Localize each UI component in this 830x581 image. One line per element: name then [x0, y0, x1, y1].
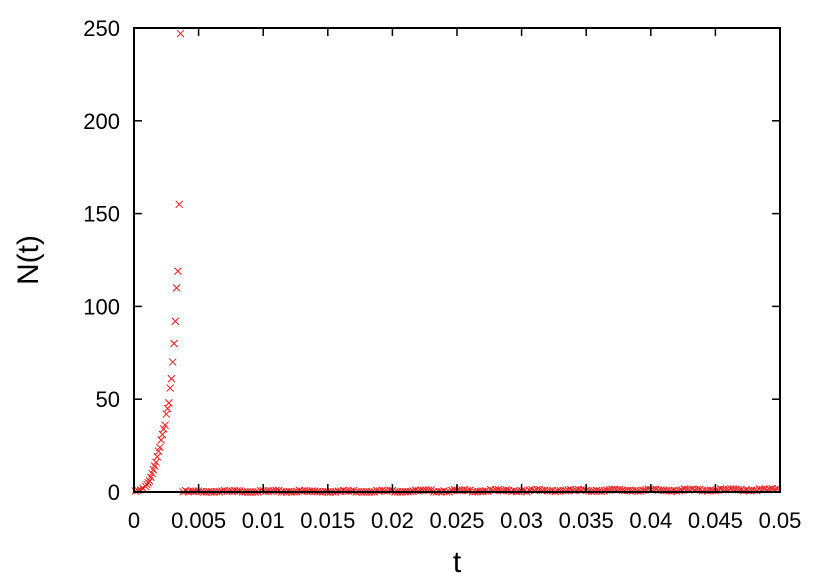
x-tick-label: 0.015 [300, 508, 355, 533]
data-point [165, 399, 173, 407]
data-point [155, 443, 164, 452]
data-point [175, 200, 184, 209]
x-tick-label: 0.045 [688, 508, 743, 533]
y-tick-label: 200 [83, 109, 120, 134]
data-point [171, 317, 180, 326]
data-point [172, 283, 181, 292]
data-point [168, 358, 177, 366]
x-tick-label: 0 [128, 508, 140, 533]
x-axis: 0 0.005 0.01 0.015 0.02 0.025 0.03 0.035 0.04 0.0… [128, 28, 802, 533]
x-tick-label: 0.025 [429, 508, 484, 533]
x-tick-label: 0.02 [371, 508, 414, 533]
y-tick-label: 50 [96, 387, 120, 412]
data-point [561, 487, 570, 495]
x-tick-label: 0.005 [171, 508, 226, 533]
data-point [167, 374, 176, 383]
y-axis: 0 50 100 150 200 250 [83, 16, 780, 505]
x-tick-label: 0.035 [559, 508, 614, 533]
data-point [176, 29, 185, 38]
y-tick-label: 250 [83, 16, 120, 41]
x-tick-label: 0.05 [759, 508, 802, 533]
y-tick-label: 150 [83, 202, 120, 227]
y-axis-label: N(t) [12, 235, 45, 285]
x-axis-label: t [453, 546, 462, 579]
x-tick-label: 0.04 [629, 508, 672, 533]
data-point [161, 421, 169, 430]
x-tick-label: 0.01 [242, 508, 285, 533]
data-point [481, 487, 490, 495]
data-point [174, 267, 182, 275]
data-points [131, 29, 782, 496]
data-point [166, 384, 175, 392]
y-tick-label: 0 [108, 480, 120, 505]
y-tick-label: 100 [83, 294, 120, 319]
plot-frame [133, 27, 781, 493]
x-tick-label: 0.03 [500, 508, 543, 533]
data-point [170, 339, 178, 348]
